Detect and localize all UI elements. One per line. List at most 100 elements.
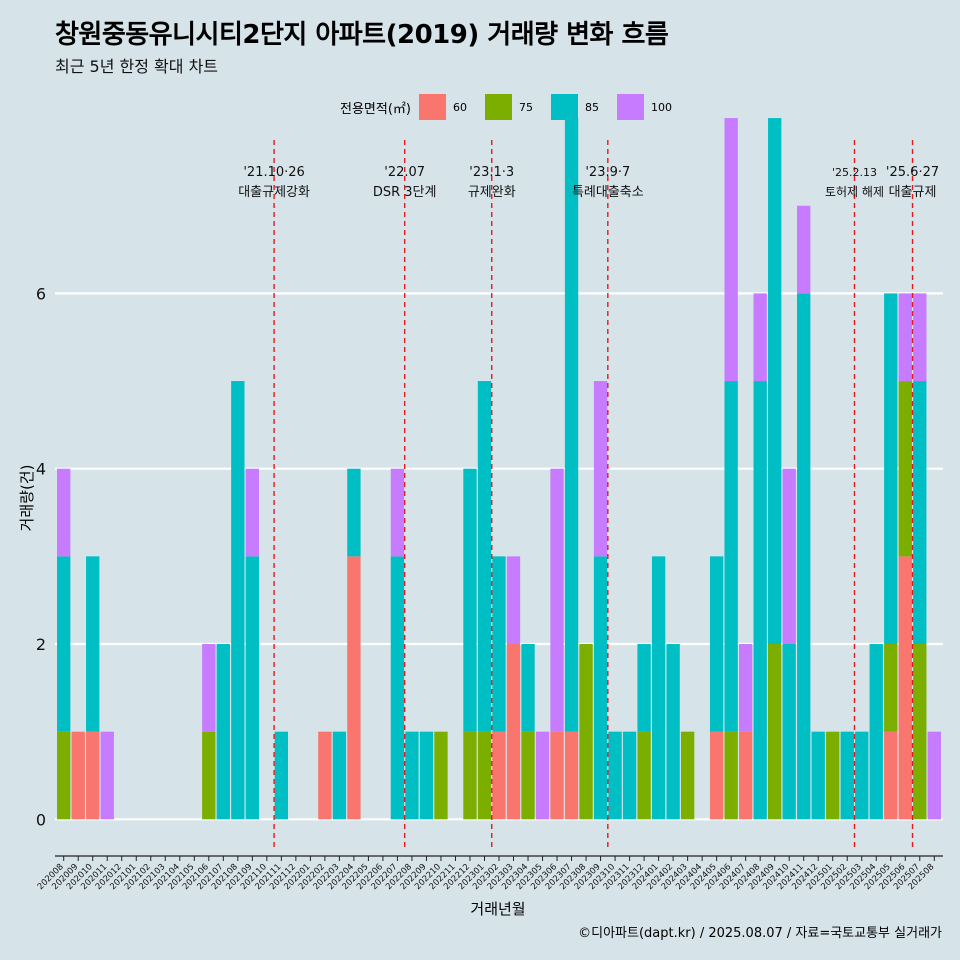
bar-segment xyxy=(782,644,796,820)
bar-segment xyxy=(811,731,825,820)
bars-layer xyxy=(57,118,941,820)
bar-segment xyxy=(57,731,71,820)
bar-segment xyxy=(869,644,883,820)
bar-segment xyxy=(724,381,738,732)
bar-segment xyxy=(86,731,100,820)
event-label: 특례대출축소 xyxy=(572,185,644,200)
bar-segment xyxy=(245,468,260,557)
bar-segment xyxy=(913,293,927,382)
bar-segment xyxy=(564,118,579,732)
bar-segment xyxy=(768,118,782,645)
bar-segment xyxy=(100,731,114,820)
legend-swatch-85 xyxy=(550,94,578,120)
bar-segment xyxy=(884,644,898,732)
bar-segment xyxy=(753,293,767,382)
bar-segment xyxy=(477,731,492,820)
x-axis-title: 거래년월 xyxy=(470,900,525,918)
bar-segment xyxy=(680,731,695,820)
event-date-label: '25.6·27 xyxy=(886,165,939,180)
bar-segment xyxy=(463,468,477,732)
bar-segment xyxy=(405,731,419,820)
chart-title: 창원중동유니시티2단지 아파트(2019) 거래량 변화 흐름 xyxy=(55,20,669,50)
bar-segment xyxy=(651,556,666,820)
bar-segment xyxy=(318,731,332,820)
bar-segment xyxy=(797,205,811,294)
bar-segment xyxy=(637,731,651,820)
bar-segment xyxy=(738,644,753,732)
bar-segment xyxy=(419,731,434,820)
bar-segment xyxy=(913,644,927,820)
event-date-label: '23.9·7 xyxy=(585,165,630,180)
events-layer: '21.10·26 대출규제강화 '22.07 DSR 3단계 '23.1·3 규제완화 '… xyxy=(238,140,939,850)
bar-segment xyxy=(390,556,405,820)
bar-segment xyxy=(535,731,550,820)
source-caption: ©디아파트(dapt.kr) / 2025.08.07 / 자료=국토교통부 실… xyxy=(578,926,942,941)
bar-segment xyxy=(666,644,680,820)
event-label: 규제완화 xyxy=(468,185,516,200)
bar-segment xyxy=(550,731,564,820)
bar-segment xyxy=(564,731,579,820)
legend-label-85: 85 xyxy=(584,100,599,114)
bar-segment xyxy=(57,468,71,557)
bar-segment xyxy=(463,731,477,820)
bar-segment xyxy=(521,644,535,732)
legend-swatch-60 xyxy=(418,94,446,120)
bar-segment xyxy=(57,556,71,732)
bar-segment xyxy=(579,644,593,820)
bar-segment xyxy=(840,731,854,820)
bar-segment xyxy=(492,556,506,732)
event-date-label: '22.07 xyxy=(384,165,425,180)
bar-segment xyxy=(477,381,492,732)
legend-swatch-75 xyxy=(484,94,512,120)
bar-segment xyxy=(608,731,622,820)
bar-segment xyxy=(492,731,506,820)
event-label: 대출규제 xyxy=(889,185,937,200)
bar-segment xyxy=(709,731,724,820)
legend-label-100: 100 xyxy=(650,100,672,114)
bar-segment xyxy=(709,556,724,732)
bar-segment xyxy=(927,731,941,820)
event-label: 토허제 해제 xyxy=(825,185,884,199)
bar-segment xyxy=(797,293,811,820)
chart-subtitle: 최근 5년 한정 확대 차트 xyxy=(55,57,219,76)
bar-segment xyxy=(898,293,912,382)
bar-segment xyxy=(768,644,782,820)
bar-segment xyxy=(855,731,869,820)
bar-segment xyxy=(753,381,767,820)
bar-segment xyxy=(86,556,100,732)
y-tick-label: 6 xyxy=(36,284,46,303)
event-date-label: '25.2.13 xyxy=(832,166,877,179)
y-tick-label: 2 xyxy=(36,635,46,654)
legend-item-60: 60 xyxy=(418,94,481,120)
bar-segment xyxy=(782,468,796,645)
y-axis-title: 거래량(건) xyxy=(18,465,36,532)
event-label: DSR 3단계 xyxy=(373,185,437,200)
legend-swatch-100 xyxy=(616,94,644,120)
bar-segment xyxy=(347,468,361,557)
bar-segment xyxy=(71,731,85,820)
bar-segment xyxy=(593,556,608,820)
event-label: 대출규제강화 xyxy=(238,185,310,200)
bar-segment xyxy=(347,556,361,820)
event-date-label: '21.10·26 xyxy=(243,165,304,180)
bar-segment xyxy=(216,644,230,820)
bar-segment xyxy=(738,731,753,820)
legend-label-60: 60 xyxy=(452,100,467,114)
bar-segment xyxy=(637,644,651,732)
bar-segment xyxy=(521,731,535,820)
bar-segment xyxy=(550,468,564,732)
legend-label-75: 75 xyxy=(518,100,533,114)
y-tick-label: 0 xyxy=(36,810,46,829)
bar-segment xyxy=(245,556,260,820)
axis-layer: 0246202008202009202010202011202012202101… xyxy=(36,284,943,892)
legend-item-100: 100 xyxy=(616,94,686,120)
bar-segment xyxy=(884,731,898,820)
legend-title: 전용면적(㎡) xyxy=(340,101,411,117)
bar-segment xyxy=(724,118,738,382)
bar-segment xyxy=(622,731,637,820)
legend: 전용면적(㎡) 60 75 85 100 xyxy=(340,94,690,120)
bar-segment xyxy=(231,381,245,820)
bar-segment xyxy=(202,731,216,820)
bar-segment xyxy=(274,731,289,820)
